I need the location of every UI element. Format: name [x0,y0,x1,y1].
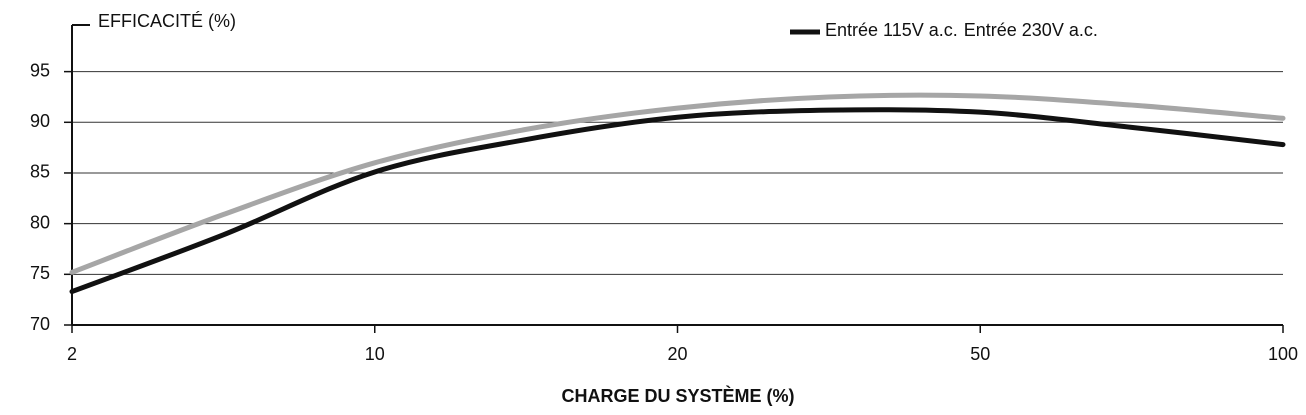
x-tick-label: 100 [1268,344,1298,364]
y-tick-label: 95 [30,60,50,80]
y-tick-label: 85 [30,162,50,182]
y-tick-label: 75 [30,263,50,283]
series-line [69,107,1286,295]
legend-label: Entrée 115V a.c. [825,20,958,40]
x-tick-label: 2 [67,344,77,364]
x-axis-label: CHARGE DU SYSTÈME (%) [561,385,794,406]
legend-label: Entrée 230V a.c. [964,20,1098,40]
x-tick-label: 20 [667,344,687,364]
y-axis-label: EFFICACITÉ (%) [98,11,236,31]
series-line [69,92,1286,275]
x-tick-label: 10 [365,344,385,364]
x-tick-label: 50 [970,344,990,364]
y-tick-label: 70 [30,314,50,334]
y-tick-label: 90 [30,111,50,131]
y-tick-label: 80 [30,212,50,232]
